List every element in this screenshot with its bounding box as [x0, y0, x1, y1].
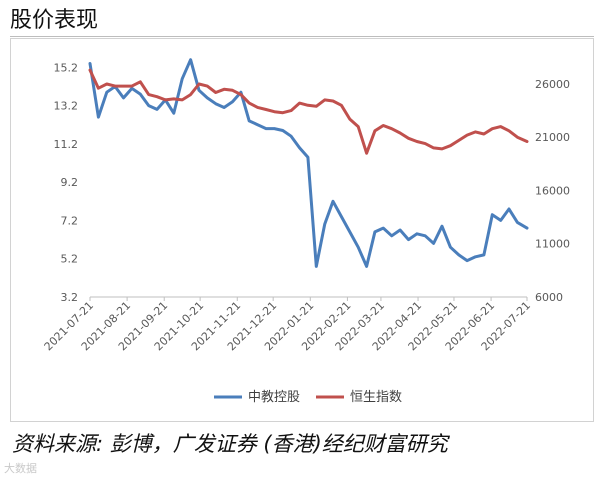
- y-left-tick-label: 7.2: [61, 214, 79, 227]
- y-right-tick-label: 16000: [535, 184, 570, 197]
- y-left-tick-label: 3.2: [61, 291, 79, 304]
- y-right-tick-label: 21000: [535, 131, 570, 144]
- y-left-tick-label: 13.2: [54, 100, 79, 113]
- y-left-tick-label: 15.2: [54, 61, 79, 74]
- source-note: 资料来源: 彭博，广发证券 (香港)经纪财富研究: [12, 432, 448, 456]
- y-left-tick-label: 11.2: [54, 138, 79, 151]
- title-rule: [10, 36, 594, 37]
- watermark: 大数据: [4, 462, 37, 475]
- legend-label: 恒生指数: [350, 390, 402, 405]
- y-right-tick-label: 6000: [535, 291, 563, 304]
- y-right-tick-label: 11000: [535, 238, 570, 251]
- page-title: 股价表现: [10, 8, 99, 33]
- series-line-hsi: [88, 68, 529, 155]
- legend-label: 中教控股: [248, 389, 300, 405]
- y-right-tick-label: 26000: [535, 78, 570, 91]
- y-left-tick-label: 9.2: [61, 176, 79, 189]
- chart-frame: [10, 38, 594, 422]
- series-line-zhongjiao: [88, 58, 529, 268]
- y-left-tick-label: 5.2: [61, 253, 79, 266]
